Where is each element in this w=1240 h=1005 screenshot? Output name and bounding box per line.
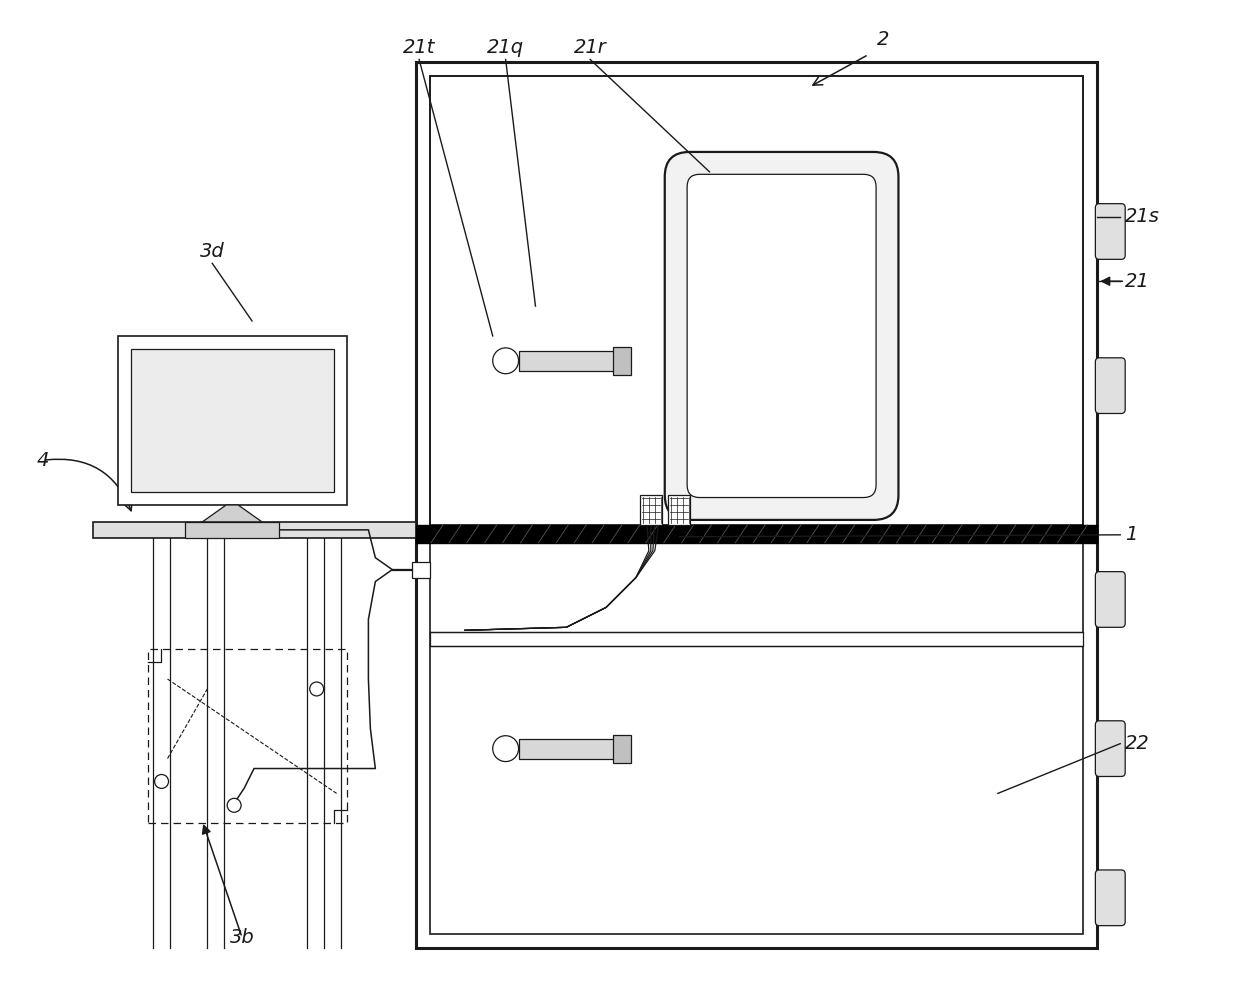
Circle shape (492, 348, 518, 374)
Text: 21r: 21r (574, 38, 606, 57)
Text: 3b: 3b (229, 928, 254, 947)
Text: 21: 21 (1125, 271, 1149, 290)
Circle shape (227, 798, 241, 812)
Bar (430, 76, 1084, 934)
Bar (185, 522, 279, 538)
Bar (148, 649, 346, 823)
FancyBboxPatch shape (1095, 870, 1125, 926)
Bar (93, 522, 417, 538)
Bar (613, 735, 631, 763)
Bar (613, 347, 631, 375)
Polygon shape (202, 505, 262, 522)
Text: 3d: 3d (200, 242, 224, 261)
FancyBboxPatch shape (1095, 358, 1125, 413)
Text: 1: 1 (1125, 526, 1137, 545)
FancyBboxPatch shape (1095, 204, 1125, 259)
Bar (518, 739, 622, 759)
Text: 22: 22 (1125, 735, 1149, 753)
Bar (417, 62, 1097, 948)
Circle shape (492, 736, 518, 762)
Bar (118, 336, 346, 505)
FancyBboxPatch shape (1095, 572, 1125, 627)
Bar (518, 351, 622, 371)
Text: 2: 2 (878, 30, 890, 49)
Bar (430, 76, 1084, 525)
Text: 21s: 21s (1125, 207, 1161, 226)
Bar (130, 349, 334, 492)
Bar (640, 495, 662, 525)
FancyBboxPatch shape (1095, 721, 1125, 777)
Text: 21q: 21q (487, 38, 525, 57)
Text: 21t: 21t (403, 38, 435, 57)
Bar (412, 562, 430, 578)
Text: 4: 4 (37, 450, 50, 469)
FancyBboxPatch shape (665, 152, 899, 520)
FancyBboxPatch shape (687, 174, 877, 497)
Bar (667, 495, 689, 525)
